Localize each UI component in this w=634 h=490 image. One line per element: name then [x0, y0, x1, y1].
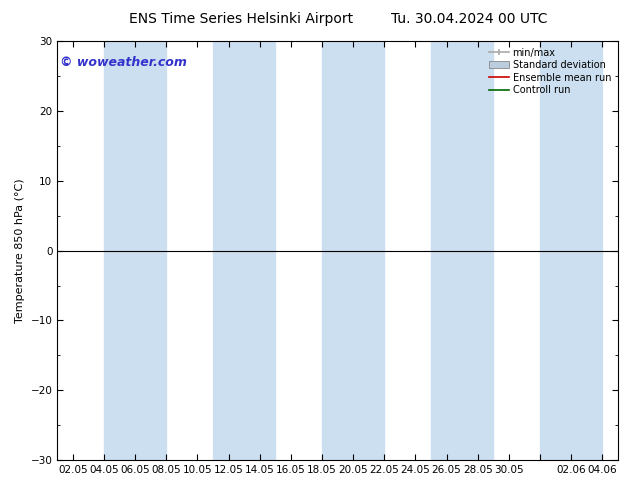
Bar	[213, 41, 275, 460]
Bar	[431, 41, 493, 460]
Text: Tu. 30.04.2024 00 UTC: Tu. 30.04.2024 00 UTC	[391, 12, 547, 26]
Legend: min/max, Standard deviation, Ensemble mean run, Controll run: min/max, Standard deviation, Ensemble me…	[488, 46, 613, 97]
Bar	[322, 41, 384, 460]
Bar	[104, 41, 166, 460]
Y-axis label: Temperature 850 hPa (°C): Temperature 850 hPa (°C)	[15, 178, 25, 323]
Text: ENS Time Series Helsinki Airport: ENS Time Series Helsinki Airport	[129, 12, 353, 26]
Text: © woweather.com: © woweather.com	[60, 56, 187, 69]
Bar	[540, 41, 602, 460]
